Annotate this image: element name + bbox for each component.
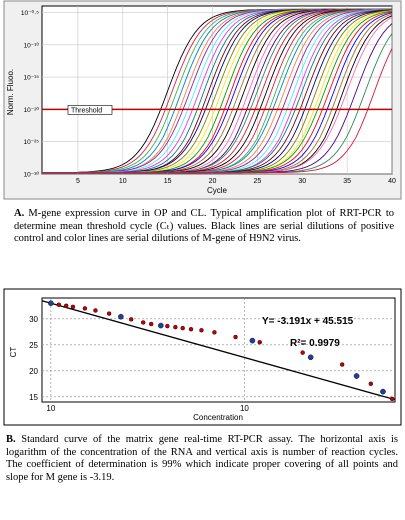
caption-b-text: Standard curve of the matrix gene real-t… xyxy=(6,434,399,483)
data-point xyxy=(63,303,69,308)
data-point xyxy=(165,323,170,329)
data-point xyxy=(188,327,194,332)
data-point xyxy=(249,337,256,344)
data-point xyxy=(82,306,88,311)
data-point xyxy=(257,340,262,345)
caption-a: A. M-gene expression curve in OP and CL.… xyxy=(14,208,394,246)
data-point xyxy=(173,324,178,330)
data-point xyxy=(118,313,124,320)
chart-b-equation: Y= -3.191x + 45.515 xyxy=(262,316,354,327)
data-point xyxy=(368,381,374,387)
data-point xyxy=(180,325,185,331)
chart-a-x-tick-label: 20 xyxy=(209,178,217,185)
data-point xyxy=(93,308,98,313)
data-point xyxy=(158,322,164,329)
caption-b: B. Standard curve of the matrix gene rea… xyxy=(6,434,398,484)
chart-b-y-tick-label: 30 xyxy=(29,315,38,324)
chart-a-y-tick-label: 10⁻¹⁰ xyxy=(24,41,40,49)
data-point xyxy=(212,330,217,335)
caption-b-letter: B. xyxy=(6,434,16,445)
chart-a-x-tick-label: 5 xyxy=(76,178,80,185)
data-point xyxy=(48,300,54,307)
data-point xyxy=(233,334,238,340)
chart-b-ylabel: CT xyxy=(9,347,18,358)
chart-a-y-tick-label: 10⁻⁰·⁵ xyxy=(21,9,39,17)
data-point xyxy=(106,311,112,316)
data-point xyxy=(353,373,360,379)
chart-a-ylabel: Norm. Fluoo. xyxy=(6,69,15,115)
amplification-plot: Threshold 5 10 15 20 25 30 35 40 10⁻⁰·⁵ 10⁻¹⁰ 10⁻¹… xyxy=(3,0,402,200)
data-point xyxy=(140,320,146,325)
chart-a-y-tick-label: 10⁻³⁰ xyxy=(24,171,40,179)
chart-b-x-tick-label: 10 xyxy=(46,404,55,413)
standard-curve-plot: 15202530101010 Y= -3.191x + 45.515 R²= 0… xyxy=(3,288,402,426)
amplification-curve xyxy=(42,48,393,174)
chart-a-y-tick-label: 10⁻¹⁵ xyxy=(23,75,39,82)
chart-a-y-tick-label: 10⁻²⁵ xyxy=(23,139,39,146)
chart-a-x-tick-label: 10 xyxy=(119,178,127,185)
chart-b-y-tick-label: 25 xyxy=(29,341,38,350)
chart-b-x-tick-label: 10 xyxy=(240,404,249,413)
data-point xyxy=(128,317,134,322)
data-point xyxy=(56,302,62,307)
chart-b-y-tick-label: 15 xyxy=(29,393,38,402)
regression-line xyxy=(41,300,396,401)
chart-a-xlabel: Cycle xyxy=(207,186,228,195)
caption-a-letter: A. xyxy=(14,208,25,219)
data-point xyxy=(389,396,395,402)
data-point xyxy=(339,362,345,367)
data-point xyxy=(300,350,305,355)
data-point xyxy=(70,304,76,310)
data-point xyxy=(149,321,154,327)
data-point xyxy=(307,354,314,361)
chart-a-x-tick-label: 15 xyxy=(164,178,172,185)
chart-a-x-tick-label: 30 xyxy=(298,178,306,185)
chart-a-x-tick-label: 40 xyxy=(388,178,396,185)
chart-b-xlabel: Concentration xyxy=(193,413,243,422)
chart-a-x-tick-label: 35 xyxy=(343,178,351,185)
threshold-label: Threshold xyxy=(71,107,102,114)
chart-b-r-squared: R²= 0.9979 xyxy=(290,338,340,349)
chart-a-x-tick-label: 25 xyxy=(253,178,261,185)
chart-b-y-tick-label: 20 xyxy=(29,367,38,376)
chart-a-y-tick-label: 10⁻²⁰ xyxy=(24,106,40,114)
data-point xyxy=(380,388,386,395)
caption-a-text: M-gene expression curve in OP and CL. Ty… xyxy=(14,208,395,245)
data-point xyxy=(199,328,204,333)
threshold-label-box xyxy=(67,105,113,115)
